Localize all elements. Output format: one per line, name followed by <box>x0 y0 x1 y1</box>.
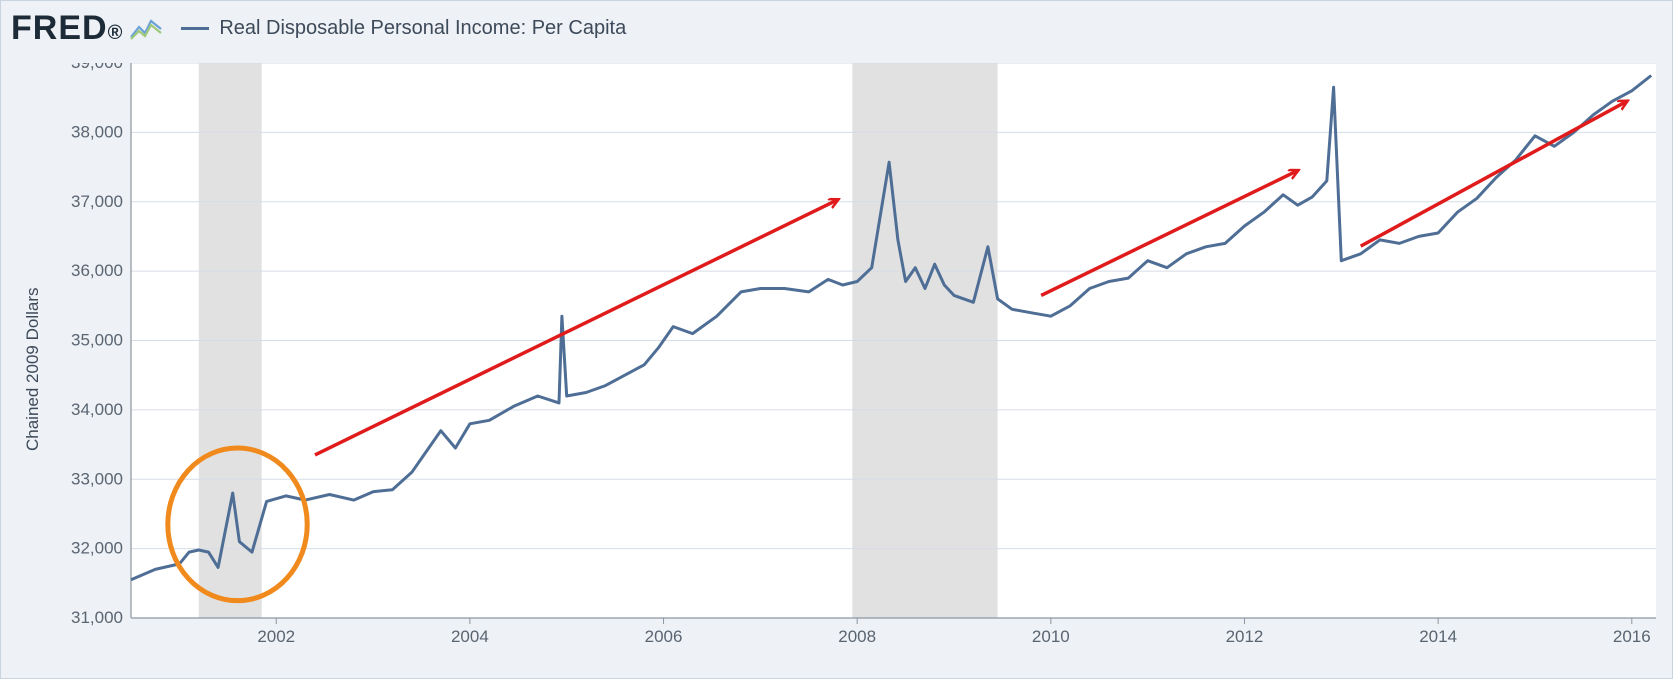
fred-logo-text: FRED <box>11 9 108 47</box>
y-axis-title: Chained 2009 Dollars <box>23 288 43 452</box>
legend-label: Real Disposable Personal Income: Per Cap… <box>219 17 626 40</box>
svg-text:35,000: 35,000 <box>71 331 123 350</box>
svg-text:2012: 2012 <box>1226 627 1264 646</box>
chart-plot[interactable]: 31,000 32,000 33,000 34,000 35,000 36,000 37,0… <box>71 63 1656 668</box>
legend-swatch <box>181 27 209 30</box>
fred-logo: FRED® <box>11 9 123 48</box>
svg-text:34,000: 34,000 <box>71 400 123 419</box>
svg-text:32,000: 32,000 <box>71 539 123 558</box>
svg-text:36,000: 36,000 <box>71 261 123 280</box>
svg-text:39,000: 39,000 <box>71 63 123 72</box>
svg-text:31,000: 31,000 <box>71 608 123 627</box>
svg-text:2004: 2004 <box>451 627 489 646</box>
svg-text:2014: 2014 <box>1419 627 1457 646</box>
svg-text:37,000: 37,000 <box>71 192 123 211</box>
svg-text:2010: 2010 <box>1032 627 1070 646</box>
svg-text:2016: 2016 <box>1613 627 1651 646</box>
svg-text:2006: 2006 <box>645 627 683 646</box>
spark-icon <box>129 15 163 41</box>
svg-text:33,000: 33,000 <box>71 469 123 488</box>
chart-frame: FRED® Real Disposable Personal Income: P… <box>0 0 1673 679</box>
svg-text:2008: 2008 <box>838 627 876 646</box>
svg-text:2002: 2002 <box>257 627 295 646</box>
chart-header: FRED® Real Disposable Personal Income: P… <box>11 7 626 49</box>
svg-text:38,000: 38,000 <box>71 122 123 141</box>
legend: Real Disposable Personal Income: Per Cap… <box>181 17 626 40</box>
